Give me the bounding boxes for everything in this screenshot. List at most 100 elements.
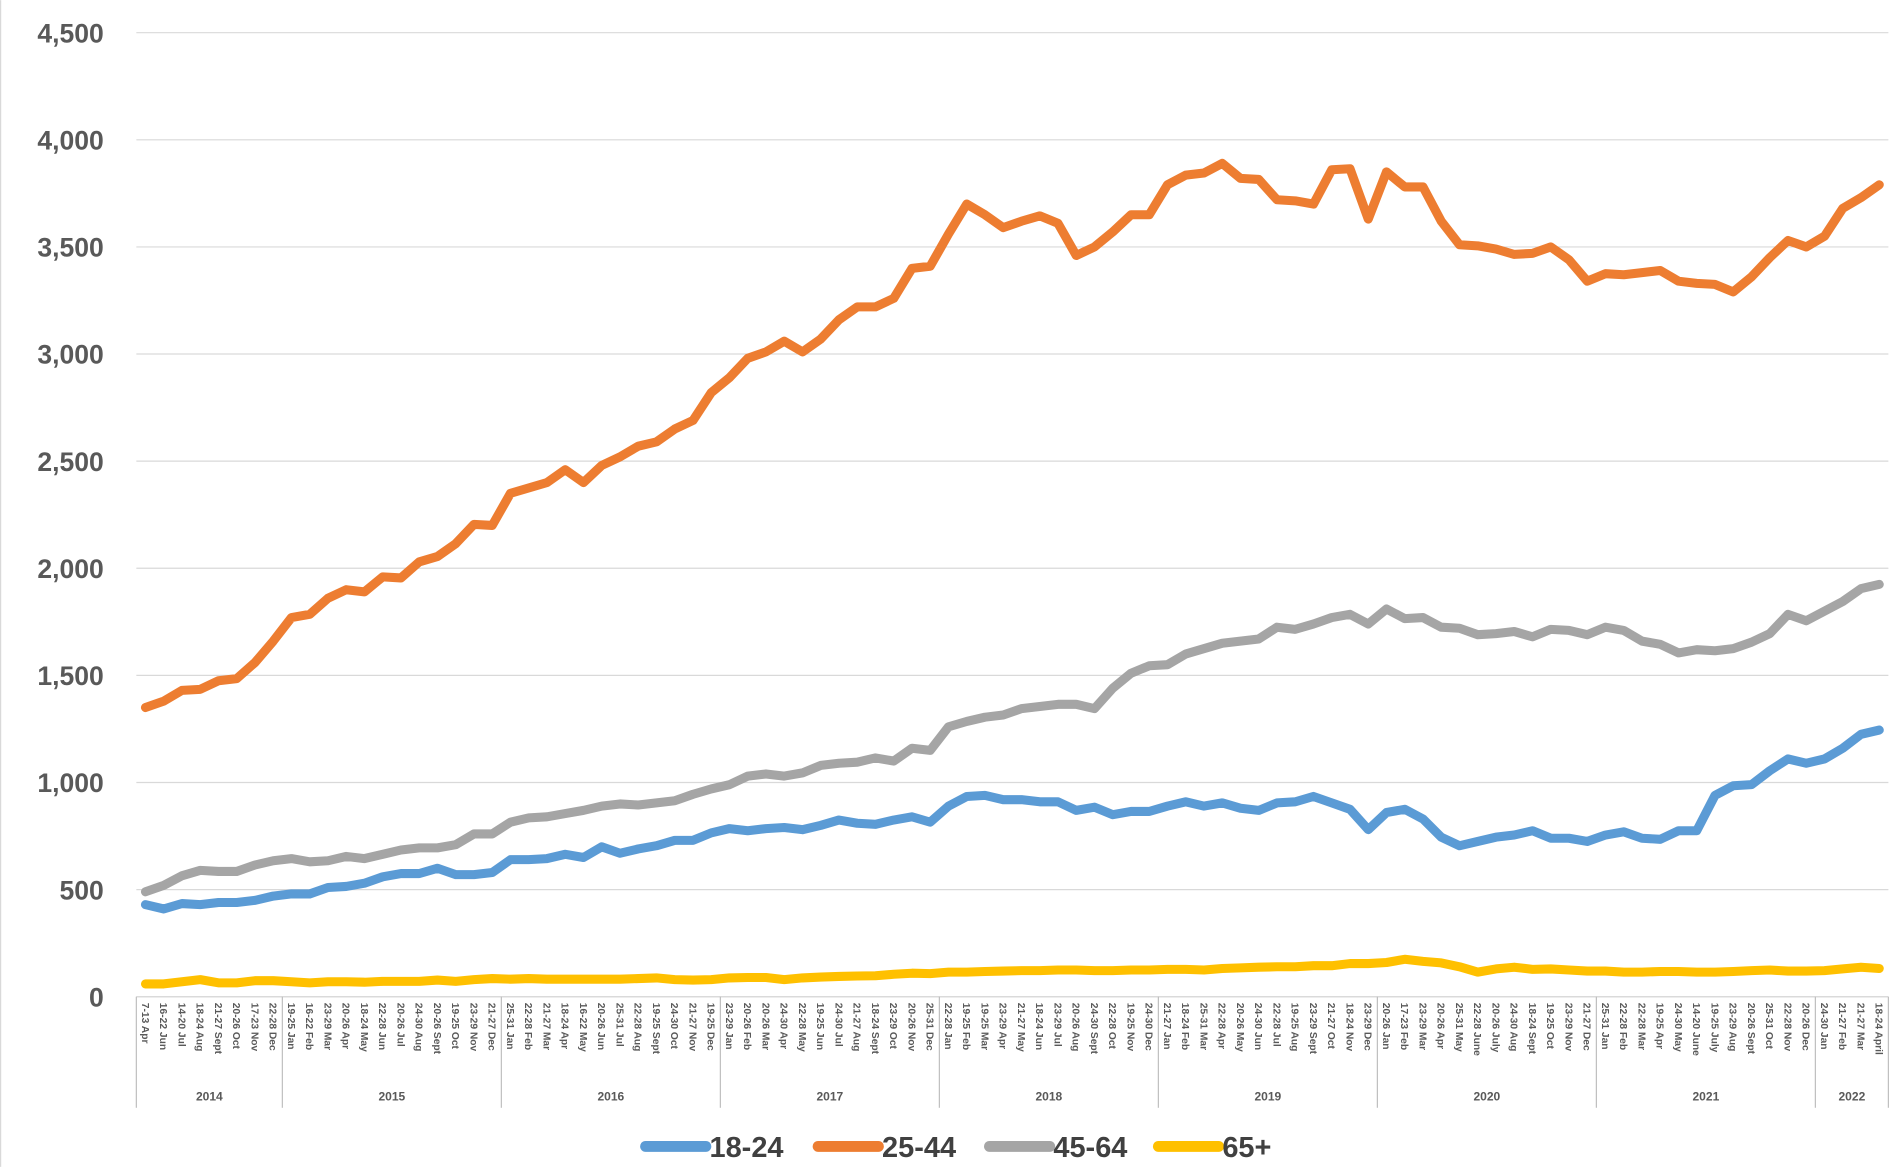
- x-tick-label: 21-27 Nov: [686, 1003, 697, 1052]
- x-tick-label: 23-29 Jul: [1051, 1003, 1062, 1047]
- x-tick-label: 19-25 Nov: [1124, 1003, 1135, 1052]
- x-tick-label: 23-29 Oct: [887, 1003, 898, 1050]
- legend-label: 18-24: [710, 1132, 784, 1164]
- x-tick-label: 18-24 Nov: [1343, 1003, 1354, 1052]
- x-tick-label: 22-28 Mar: [1635, 1003, 1646, 1050]
- x-group-label: 2021: [1692, 1090, 1719, 1104]
- x-tick-label: 18-24 Jun: [1033, 1003, 1044, 1050]
- x-tick-label: 17-23 Feb: [1398, 1003, 1409, 1050]
- x-tick-label: 25-31 Jan: [504, 1003, 515, 1050]
- x-tick-label: 24-30 Jun: [1252, 1003, 1263, 1050]
- x-tick-label: 24-30 May: [1672, 1003, 1683, 1052]
- series-line: [140, 954, 1884, 989]
- x-tick-label: 23-29 Nov: [1562, 1003, 1573, 1052]
- x-tick-label: 21-27 Oct: [1325, 1003, 1336, 1050]
- x-tick-label: 25-31 Jul: [613, 1003, 624, 1047]
- x-tick-label: 21-27 Dec: [486, 1003, 497, 1051]
- x-tick-label: 23-29 Apr: [997, 1003, 1008, 1049]
- x-tick-label: 17-23 Nov: [248, 1003, 259, 1052]
- x-tick-label: 20-26 Sept: [1745, 1003, 1756, 1055]
- x-tick-label: 20-26 Sept: [431, 1003, 442, 1055]
- x-tick-label: 22-28 Jun: [376, 1003, 387, 1050]
- x-tick-label: 24-30 Oct: [668, 1003, 679, 1050]
- x-tick-label: 20-26 May: [1234, 1003, 1245, 1052]
- y-tick-label: 4,500: [37, 18, 103, 48]
- x-tick-label: 22-28 Feb: [1617, 1003, 1628, 1050]
- x-tick-label: 23-29 Dec: [1362, 1003, 1373, 1051]
- x-tick-label: 24-30 Aug: [413, 1003, 424, 1052]
- y-tick-label: 1,500: [37, 661, 103, 691]
- x-tick-label: 22-28 Apr: [1216, 1003, 1227, 1049]
- x-tick-label: 21-27 May: [1015, 1003, 1026, 1052]
- x-tick-label: 20-26 Oct: [230, 1003, 241, 1050]
- x-tick-label: 20-26 Dec: [1800, 1003, 1811, 1051]
- y-tick-label: 3,500: [37, 233, 103, 263]
- x-tick-label: 20-26 Feb: [741, 1003, 752, 1050]
- y-tick-label: 2,500: [37, 447, 103, 477]
- x-tick-label: 19-25 Feb: [960, 1003, 971, 1050]
- x-tick-label: 19-25 Dec: [705, 1003, 716, 1051]
- x-tick-label: 18-24 Apr: [559, 1003, 570, 1049]
- x-group-label: 2018: [1035, 1090, 1062, 1104]
- x-tick-label: 25-31 Jan: [1599, 1003, 1610, 1050]
- x-tick-label: 22-28 Jan: [942, 1003, 953, 1050]
- x-tick-label: 24-30 Dec: [1143, 1003, 1154, 1051]
- x-tick-label: 23-29 Mar: [1416, 1003, 1427, 1050]
- x-tick-label: 18-24 Feb: [1179, 1003, 1190, 1050]
- x-tick-label: 20-26 Mar: [759, 1003, 770, 1050]
- x-tick-label: 24-30 Jan: [1818, 1003, 1829, 1050]
- x-tick-label: 18-24 Sept: [1526, 1003, 1537, 1055]
- x-tick-label: 18-24 April: [1873, 1003, 1884, 1055]
- x-tick-label: 19-25 Sept: [650, 1003, 661, 1055]
- x-group-label: 2020: [1473, 1090, 1500, 1104]
- x-tick-label: 19-25 July: [1708, 1003, 1719, 1053]
- x-tick-label: 20-26 Jan: [1380, 1003, 1391, 1050]
- x-tick-label: 25-31 Oct: [1763, 1003, 1774, 1050]
- x-tick-label: 23-29 Sept: [1307, 1003, 1318, 1055]
- x-tick-label: 22-28 Oct: [1106, 1003, 1117, 1050]
- legend-label: 45-64: [1053, 1132, 1127, 1164]
- x-tick-label: 24-30 Aug: [1508, 1003, 1519, 1052]
- x-tick-label: 23-29 Nov: [467, 1003, 478, 1052]
- x-tick-label: 24-30 Apr: [778, 1003, 789, 1049]
- x-tick-label: 22-28 June: [1471, 1003, 1482, 1056]
- legend-label: 65+: [1222, 1132, 1271, 1164]
- series-line: [140, 158, 1884, 713]
- series-line: [140, 725, 1884, 914]
- x-tick-label: 22-28 May: [796, 1003, 807, 1052]
- x-tick-label: 23-29 Mar: [321, 1003, 332, 1050]
- legend-label: 25-44: [882, 1132, 956, 1164]
- x-tick-label: 22-28 Aug: [632, 1003, 643, 1052]
- y-tick-label: 2,000: [37, 554, 103, 584]
- x-tick-label: 23-29 Aug: [1727, 1003, 1738, 1052]
- x-tick-label: 22-28 Feb: [522, 1003, 533, 1050]
- x-tick-label: 14-20 June: [1690, 1003, 1701, 1056]
- x-tick-label: 21-27 Aug: [851, 1003, 862, 1052]
- x-group-label: 2019: [1254, 1090, 1281, 1104]
- x-tick-label: 21-27 Feb: [1836, 1003, 1847, 1050]
- x-tick-label: 19-25 Oct: [1544, 1003, 1555, 1050]
- y-tick-label: 500: [59, 875, 103, 905]
- x-tick-label: 22-28 Jul: [1270, 1003, 1281, 1047]
- x-tick-label: 21-27 Jan: [1161, 1003, 1172, 1050]
- x-tick-label: 19-25 Jun: [814, 1003, 825, 1050]
- x-tick-label: 16-22 Feb: [303, 1003, 314, 1050]
- x-tick-label: 19-25 Apr: [1654, 1003, 1665, 1049]
- x-tick-label: 22-28 Dec: [267, 1003, 278, 1051]
- y-tick-label: 0: [89, 982, 104, 1012]
- x-tick-label: 25-31 Dec: [924, 1003, 935, 1051]
- x-tick-label: 24-30 Sept: [1088, 1003, 1099, 1055]
- y-tick-label: 4,000: [37, 125, 103, 155]
- x-group-label: 2022: [1838, 1090, 1865, 1104]
- x-tick-label: 21-27 Sept: [212, 1003, 223, 1055]
- y-tick-label: 1,000: [37, 768, 103, 798]
- x-tick-label: 18-24 Sept: [869, 1003, 880, 1055]
- x-tick-label: 20-26 Apr: [340, 1003, 351, 1049]
- x-tick-label: 23-29 Jan: [723, 1003, 734, 1050]
- x-tick-label: 24-30 Jul: [832, 1003, 843, 1047]
- x-tick-label: 18-24 May: [358, 1003, 369, 1052]
- x-tick-label: 20-26 Aug: [1070, 1003, 1081, 1052]
- x-tick-label: 19-25 Oct: [449, 1003, 460, 1050]
- x-tick-label: 25-31 Mar: [1197, 1003, 1208, 1050]
- x-tick-label: 16-22 May: [577, 1003, 588, 1052]
